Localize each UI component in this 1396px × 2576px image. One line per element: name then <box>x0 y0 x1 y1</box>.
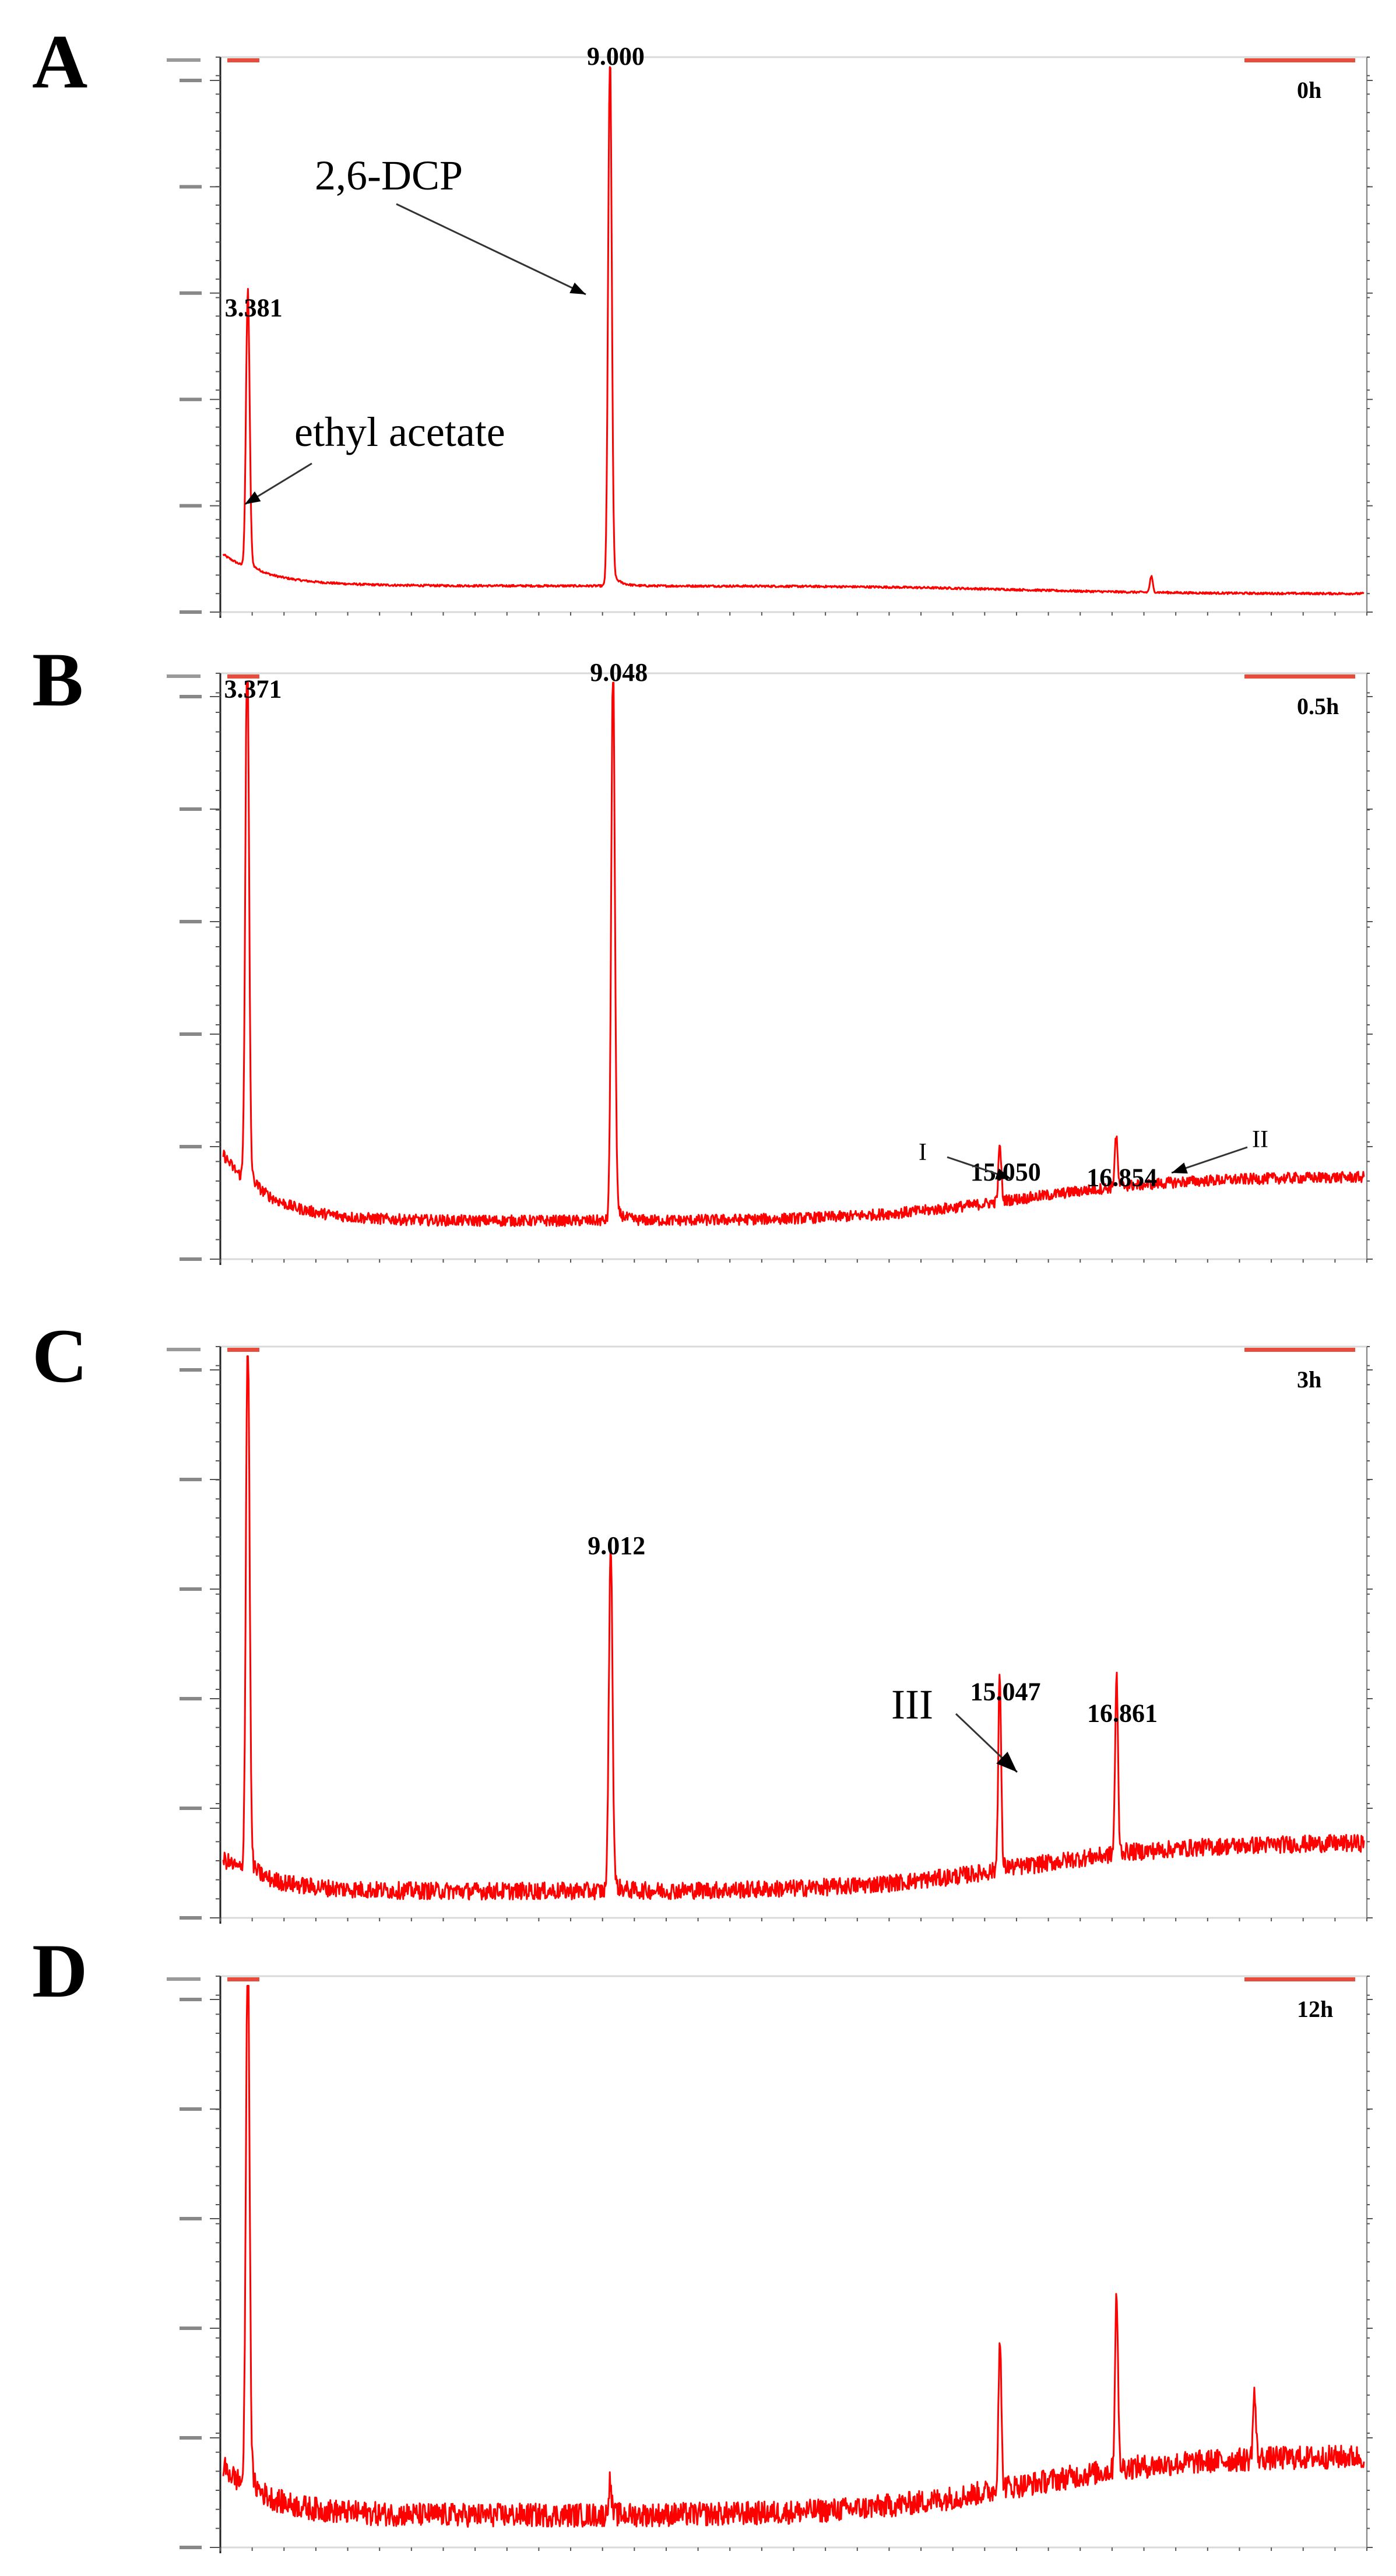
peak-label: 15.050 <box>970 1158 1041 1186</box>
y-tick-label-mark <box>180 920 202 923</box>
y-tick-label-mark <box>180 2436 202 2440</box>
y-tick-label-mark <box>180 2546 202 2549</box>
header-mark-left <box>227 58 259 62</box>
annotation-label: 2,6-DCP <box>315 152 463 199</box>
annotation-label: ethyl acetate <box>294 409 505 455</box>
annotation-arrow <box>396 203 586 296</box>
arrow-head <box>1172 1162 1188 1174</box>
header-mark-right <box>1244 1348 1355 1352</box>
time-label: 0h <box>1297 77 1321 103</box>
y-tick-label-mark <box>180 1368 202 1372</box>
peak-label: 9.000 <box>587 42 645 71</box>
arrow-head <box>996 1752 1017 1772</box>
peak-label: 15.047 <box>970 1677 1040 1706</box>
y-tick-label-mark <box>180 2217 202 2220</box>
header-mark-right <box>1244 58 1355 62</box>
y-unit-mark <box>167 1977 201 1981</box>
panel-letter: B <box>32 637 83 722</box>
panel-letter: C <box>32 1313 87 1398</box>
y-tick-label-mark <box>180 185 202 189</box>
peak-label: 16.854 <box>1086 1163 1157 1192</box>
panel-d: D 12h <box>32 1928 1373 2553</box>
chromatogram-trace <box>222 1355 1365 1901</box>
plot-frame <box>219 672 1368 1260</box>
annotation-label: II <box>1252 1126 1268 1153</box>
panel-c: C 3h 9.012 15.047 16.861 III <box>32 1313 1373 1924</box>
header-mark-left <box>227 674 259 679</box>
y-tick-label-mark <box>180 2327 202 2330</box>
y-tick-label-mark <box>180 1916 202 1920</box>
panel-letter: D <box>32 1928 87 2013</box>
panel-a: A 0h 3.381 9.000 2,6-DCP ethyl acetate <box>32 19 1373 618</box>
y-tick-label-mark <box>180 2107 202 2111</box>
chromatogram-trace <box>222 1985 1365 2528</box>
y-tick-label-mark <box>180 695 202 698</box>
y-unit-mark <box>167 58 201 62</box>
plot-frame <box>219 56 1368 613</box>
y-tick-label-mark <box>180 1257 202 1261</box>
peak-label: 16.861 <box>1087 1699 1158 1727</box>
y-tick-label-mark <box>180 1697 202 1700</box>
annotation-label: I <box>919 1139 927 1166</box>
y-tick-label-mark <box>180 79 202 82</box>
y-tick-label-mark <box>180 1032 202 1036</box>
header-mark-right <box>1244 674 1355 679</box>
annotation-label: III <box>891 1681 933 1728</box>
y-tick-label-mark <box>180 1998 202 2001</box>
peak-label: 9.012 <box>588 1531 645 1560</box>
chromatogram-trace <box>222 681 1365 1227</box>
chromatogram-trace <box>222 66 1365 596</box>
panel-letter: A <box>32 19 87 104</box>
y-unit-mark <box>167 1348 201 1351</box>
header-mark-left <box>227 1977 259 1981</box>
peak-label: 3.381 <box>225 294 283 322</box>
y-tick-label-mark <box>180 807 202 811</box>
y-tick-label-mark <box>180 398 202 402</box>
header-mark-left <box>227 1348 259 1352</box>
y-tick-label-mark <box>180 1807 202 1810</box>
y-tick-label-mark <box>180 1587 202 1591</box>
y-tick-label-mark <box>180 610 202 614</box>
peak-label: 9.048 <box>590 658 648 687</box>
y-unit-mark <box>167 674 201 678</box>
arrow-head <box>995 1168 1011 1180</box>
time-label: 0.5h <box>1297 693 1339 719</box>
time-label: 12h <box>1297 1996 1333 2022</box>
arrow-head <box>569 282 586 294</box>
time-label: 3h <box>1297 1366 1321 1393</box>
plot-frame <box>219 1345 1368 1919</box>
peak-label: 3.371 <box>224 675 282 704</box>
y-tick-label-mark <box>180 1478 202 1481</box>
y-tick-label-mark <box>180 291 202 295</box>
y-tick-label-mark <box>180 1145 202 1148</box>
header-mark-right <box>1244 1977 1355 1981</box>
arrow-head <box>245 491 261 504</box>
y-tick-label-mark <box>180 504 202 508</box>
